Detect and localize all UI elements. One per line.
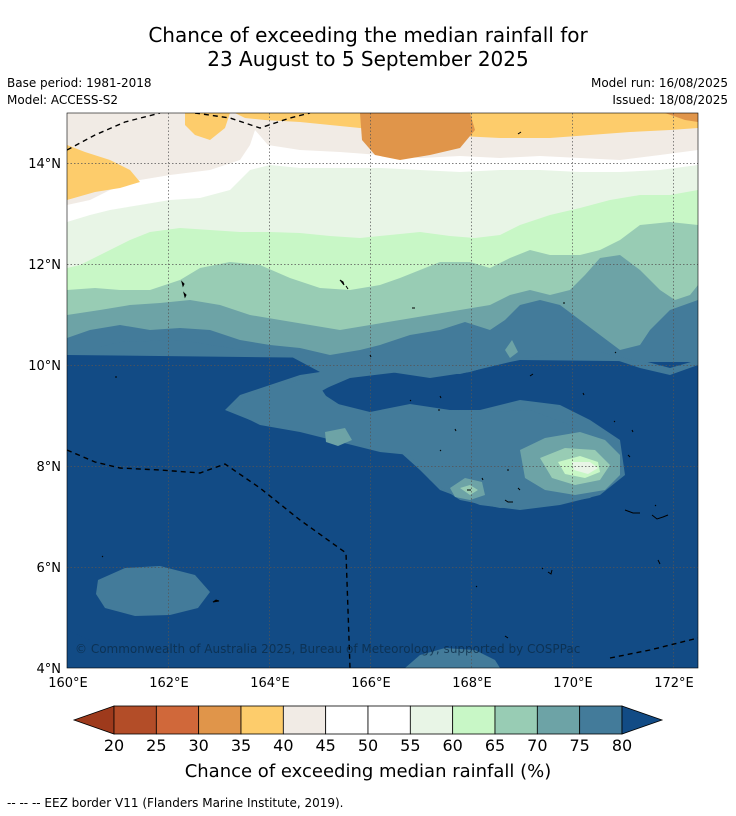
colorbar-segment [409,705,454,735]
lat-label: 4°N [37,662,62,677]
islands [101,131,669,639]
graticule [67,113,698,668]
contour-80-sw [67,630,100,668]
eez-legend: -- -- -- EEZ border V11 (Flanders Marine… [7,796,344,810]
plot-frame [66,112,699,669]
contour-35-40-nw [185,113,230,140]
colorbar-tick-label: 70 [527,736,548,755]
map-title-line1: Chance of exceeding the median rainfall … [148,23,588,47]
colorbar-segment [367,705,411,735]
colorbar-tick-label: 20 [103,736,125,755]
colorbar-tick-label: 80 [611,736,633,755]
colorbar-tick-label: 35 [230,736,252,755]
colorbar-tick-label: 40 [273,736,294,755]
contour-patch-e-55 [572,462,598,474]
colorbar-extend-low [72,705,115,735]
contour-75-80 [67,113,698,510]
lon-label: 172°E [654,676,694,691]
colorbar-segment [155,705,200,735]
colorbar-tick-label: 50 [357,736,379,755]
colorbar-segment [240,705,284,735]
colorbar-segment [579,705,623,735]
contour-patch-sw-75 [96,566,210,616]
colorbar-segment [198,705,242,735]
contour-patch-70b [505,340,518,358]
colorbar [72,705,664,735]
eez-border [67,113,698,668]
colorbar-tick-label: 60 [442,736,463,755]
map-title-line2: 23 August to 5 September 2025 [207,47,529,71]
issued-date: Issued: 18/08/2025 [612,93,728,107]
colorbar-tick-label: 65 [484,736,506,755]
lat-label: 14°N [28,157,61,172]
copyright-text: © Commonwealth of Australia 2025, Bureau… [75,642,580,656]
lat-axis: 14°N 12°N 10°N 8°N 6°N 4°N [28,157,61,677]
colorbar-segment [113,705,157,735]
contour-35-40-west [67,145,140,200]
lon-axis: 160°E 162°E 164°E 166°E 168°E 170°E 172°… [48,676,694,691]
base-period: Base period: 1981-2018 [7,76,152,90]
lat-label: 12°N [28,258,61,273]
colorbar-segment [494,705,538,735]
colorbar-tick-label: 30 [188,736,209,755]
colorbar-segment [536,705,581,735]
colorbar-segment [282,705,327,735]
colorbar-title: Chance of exceeding median rainfall (%) [184,761,552,782]
contour-patch-70 [325,428,352,446]
rainfall-map: © Commonwealth of Australia 2025, Bureau… [28,112,699,735]
model-name: Model: ACCESS-S2 [7,93,119,107]
contour-30-35-east [665,113,698,122]
lon-label: 168°E [452,676,492,691]
lon-label: 162°E [149,676,189,691]
model-run: Model run: 16/08/2025 [590,76,728,90]
colorbar-tick-label: 45 [315,736,336,755]
contour-30-35 [360,113,475,160]
lat-label: 10°N [28,359,61,374]
colorbar-extend-high [621,705,664,735]
lon-label: 170°E [553,676,593,691]
contour-patch-s-75 [405,648,500,668]
colorbar-segment [452,705,496,735]
lat-label: 6°N [37,561,62,576]
lon-label: 160°E [48,676,88,691]
colorbar-tick-label: 25 [146,736,167,755]
lat-label: 8°N [37,460,62,475]
colorbar-tick-label: 75 [569,736,590,755]
colorbar-segment [325,705,369,735]
contour-40-45-patch [118,115,175,138]
lon-label: 164°E [250,676,290,691]
map-plot-area: © Commonwealth of Australia 2025, Bureau… [67,113,698,668]
lon-label: 166°E [351,676,391,691]
colorbar-tick-label: 55 [400,736,421,755]
